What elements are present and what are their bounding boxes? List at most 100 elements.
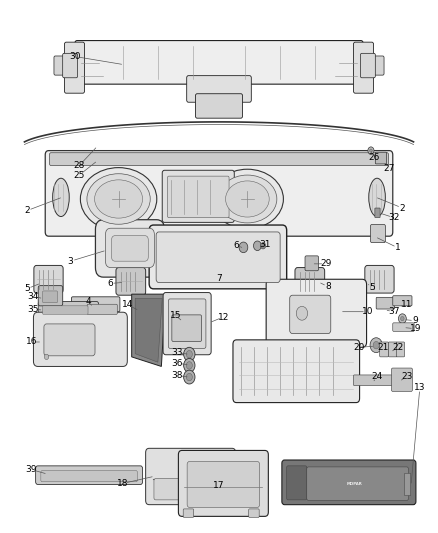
FancyBboxPatch shape — [375, 208, 380, 217]
Text: 36: 36 — [172, 359, 183, 368]
Text: 35: 35 — [28, 304, 39, 313]
Text: 7: 7 — [216, 273, 222, 282]
Text: 33: 33 — [172, 348, 183, 357]
FancyBboxPatch shape — [49, 153, 389, 165]
Circle shape — [184, 348, 195, 361]
Circle shape — [401, 317, 404, 321]
FancyBboxPatch shape — [75, 41, 363, 84]
FancyBboxPatch shape — [33, 312, 127, 367]
Text: 19: 19 — [410, 324, 421, 333]
Text: 6: 6 — [233, 241, 239, 250]
FancyBboxPatch shape — [380, 342, 389, 357]
FancyBboxPatch shape — [87, 304, 117, 314]
Text: 37: 37 — [388, 307, 399, 316]
Text: 25: 25 — [74, 171, 85, 180]
FancyBboxPatch shape — [154, 479, 227, 500]
Text: 21: 21 — [377, 343, 389, 352]
FancyBboxPatch shape — [371, 224, 385, 243]
FancyBboxPatch shape — [54, 56, 67, 75]
FancyBboxPatch shape — [41, 471, 138, 482]
FancyBboxPatch shape — [183, 509, 194, 518]
FancyBboxPatch shape — [116, 268, 146, 295]
Circle shape — [370, 338, 382, 353]
Circle shape — [186, 362, 192, 369]
FancyBboxPatch shape — [44, 324, 95, 356]
FancyBboxPatch shape — [42, 291, 57, 303]
FancyBboxPatch shape — [35, 466, 143, 484]
Text: 5: 5 — [369, 283, 374, 292]
FancyBboxPatch shape — [375, 152, 387, 164]
Text: 12: 12 — [218, 312, 229, 321]
FancyBboxPatch shape — [106, 228, 154, 268]
FancyBboxPatch shape — [71, 297, 120, 312]
Text: MOPAR: MOPAR — [346, 482, 362, 487]
FancyBboxPatch shape — [405, 473, 411, 496]
Text: 22: 22 — [392, 343, 404, 352]
Ellipse shape — [226, 181, 269, 217]
Circle shape — [184, 370, 195, 384]
FancyBboxPatch shape — [365, 265, 394, 293]
Text: 27: 27 — [384, 164, 395, 173]
FancyBboxPatch shape — [162, 170, 234, 222]
Text: 32: 32 — [388, 213, 399, 222]
Circle shape — [370, 149, 372, 152]
Polygon shape — [132, 294, 166, 367]
FancyBboxPatch shape — [392, 368, 413, 391]
FancyBboxPatch shape — [63, 53, 78, 78]
Circle shape — [186, 351, 192, 358]
FancyBboxPatch shape — [187, 462, 260, 507]
Text: 2: 2 — [399, 204, 405, 213]
Circle shape — [261, 243, 266, 249]
Circle shape — [296, 306, 307, 320]
Text: 26: 26 — [368, 153, 380, 162]
Text: 10: 10 — [362, 307, 373, 316]
FancyBboxPatch shape — [156, 232, 280, 282]
Text: 20: 20 — [353, 343, 364, 352]
FancyBboxPatch shape — [295, 268, 325, 295]
FancyBboxPatch shape — [353, 375, 392, 385]
Text: 24: 24 — [371, 372, 383, 381]
Circle shape — [184, 359, 195, 372]
FancyBboxPatch shape — [34, 265, 63, 293]
Text: 13: 13 — [414, 383, 426, 392]
Ellipse shape — [53, 178, 69, 216]
FancyBboxPatch shape — [172, 315, 201, 342]
FancyBboxPatch shape — [266, 279, 367, 348]
Circle shape — [239, 242, 248, 253]
Ellipse shape — [95, 180, 143, 218]
FancyBboxPatch shape — [38, 286, 63, 306]
FancyBboxPatch shape — [146, 448, 236, 505]
FancyBboxPatch shape — [233, 340, 360, 402]
Text: 16: 16 — [25, 337, 37, 346]
FancyBboxPatch shape — [168, 299, 206, 349]
Polygon shape — [135, 298, 162, 362]
FancyBboxPatch shape — [287, 466, 307, 500]
FancyBboxPatch shape — [38, 302, 99, 318]
FancyBboxPatch shape — [371, 56, 384, 75]
Text: 15: 15 — [170, 311, 181, 320]
Text: 18: 18 — [117, 479, 129, 488]
Circle shape — [373, 342, 379, 349]
Text: 1: 1 — [395, 244, 401, 253]
FancyBboxPatch shape — [112, 236, 148, 261]
Text: 4: 4 — [85, 296, 91, 305]
FancyBboxPatch shape — [64, 42, 85, 93]
Ellipse shape — [212, 169, 283, 229]
Circle shape — [399, 314, 406, 324]
Ellipse shape — [369, 178, 385, 216]
FancyBboxPatch shape — [389, 342, 397, 357]
FancyBboxPatch shape — [360, 53, 375, 78]
FancyBboxPatch shape — [178, 450, 268, 516]
Circle shape — [254, 241, 261, 251]
Text: 2: 2 — [24, 206, 30, 215]
Text: 6: 6 — [107, 279, 113, 288]
FancyBboxPatch shape — [376, 297, 395, 309]
FancyBboxPatch shape — [282, 460, 416, 505]
FancyBboxPatch shape — [290, 295, 331, 334]
Circle shape — [368, 147, 374, 155]
FancyBboxPatch shape — [149, 225, 287, 289]
Text: 38: 38 — [172, 371, 183, 380]
FancyBboxPatch shape — [393, 323, 414, 332]
FancyBboxPatch shape — [187, 76, 251, 102]
Text: 29: 29 — [320, 260, 332, 268]
